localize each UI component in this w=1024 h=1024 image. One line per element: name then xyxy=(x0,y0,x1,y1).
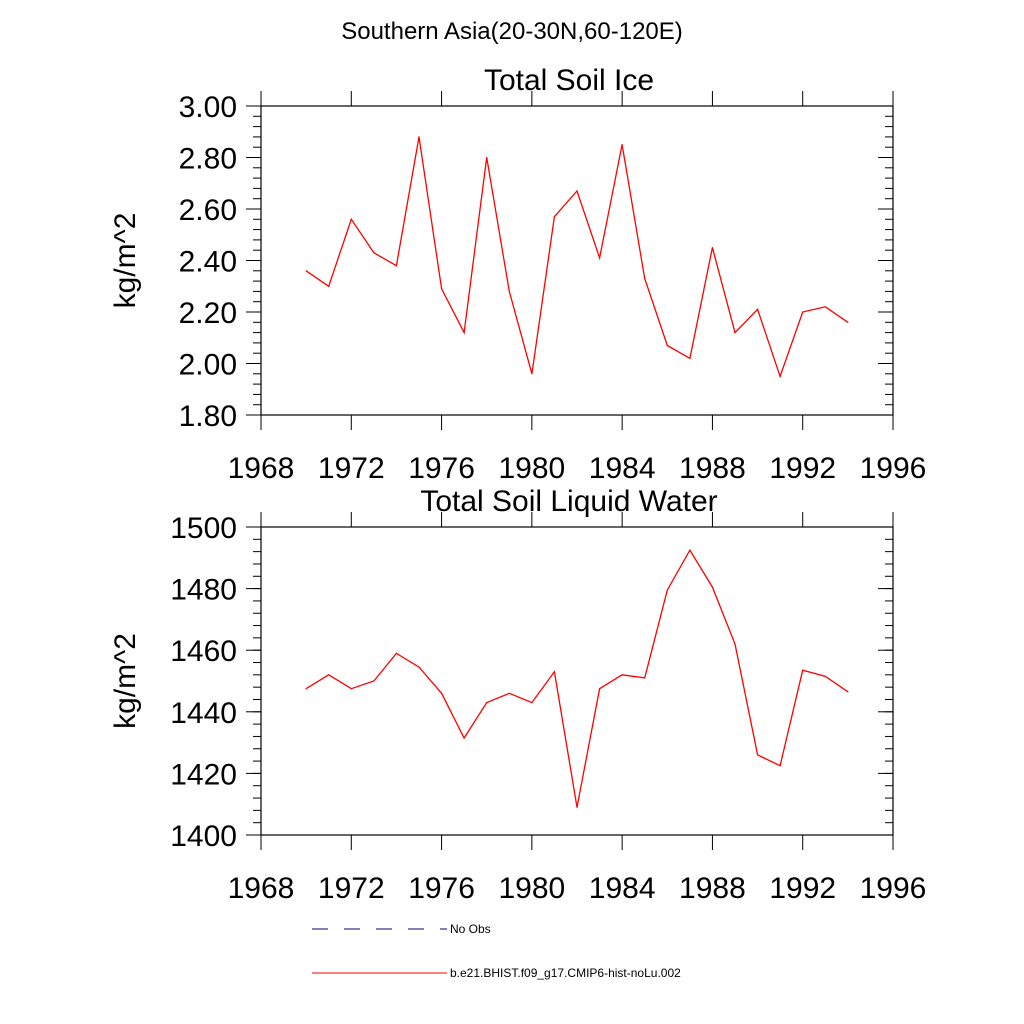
x-tick-label: 1972 xyxy=(318,872,385,905)
data-point xyxy=(847,691,849,693)
x-tick-label: 1980 xyxy=(498,452,565,485)
figure-suptitle: Southern Asia(20-30N,60-120E) xyxy=(341,18,683,45)
data-point xyxy=(441,692,443,694)
data-point xyxy=(531,373,533,375)
data-point xyxy=(328,285,330,287)
y-axis-label: kg/m^2 xyxy=(109,633,142,729)
data-point xyxy=(463,332,465,334)
y-tick-label: 2.80 xyxy=(179,143,237,176)
data-point xyxy=(486,702,488,704)
y-axis-label: kg/m^2 xyxy=(109,213,142,309)
legend-item: No Obs xyxy=(312,922,491,936)
x-tick-label: 1996 xyxy=(860,452,927,485)
data-point xyxy=(373,252,375,254)
x-tick-label: 1992 xyxy=(769,452,836,485)
data-point xyxy=(553,216,556,218)
chart-title: Total Soil Ice xyxy=(484,64,654,97)
y-tick-label: 1480 xyxy=(170,574,237,607)
data-point xyxy=(802,311,804,313)
y-tick-label: 2.40 xyxy=(179,246,237,279)
x-tick-label: 1984 xyxy=(589,452,656,485)
x-tick-label: 1988 xyxy=(679,872,746,905)
data-point xyxy=(711,586,714,588)
data-point xyxy=(734,332,736,334)
x-tick-label: 1968 xyxy=(228,452,295,485)
x-tick-label: 1968 xyxy=(228,872,295,905)
data-point xyxy=(305,688,307,690)
data-point xyxy=(666,589,668,591)
x-tick-label: 1976 xyxy=(408,872,475,905)
x-tick-label: 1980 xyxy=(498,872,565,905)
plot-frame xyxy=(260,105,894,416)
series-line xyxy=(305,548,849,808)
data-point xyxy=(666,344,668,347)
data-point xyxy=(779,375,781,377)
data-point xyxy=(508,692,510,694)
chart-title: Total Soil Liquid Water xyxy=(420,485,717,518)
series-line xyxy=(305,136,849,379)
data-point xyxy=(418,136,420,138)
plot-frame xyxy=(260,526,894,836)
data-point xyxy=(373,680,375,682)
data-point xyxy=(824,675,826,678)
data-point xyxy=(734,643,736,645)
data-point xyxy=(802,669,804,671)
data-point xyxy=(599,257,601,259)
data-point xyxy=(305,270,307,272)
data-point xyxy=(350,218,352,220)
legend: No Obs b.e21.BHIST.f09_g17.CMIP6-hist-noL… xyxy=(312,922,681,980)
data-point xyxy=(644,677,646,679)
legend-label: b.e21.BHIST.f09_g17.CMIP6-hist-noLu.002 xyxy=(450,966,681,980)
y-tick-label: 1420 xyxy=(170,758,237,791)
data-point xyxy=(328,674,330,676)
data-point xyxy=(599,688,601,690)
data-point xyxy=(441,288,443,290)
data-point xyxy=(553,671,556,673)
data-point xyxy=(689,549,691,551)
y-tick-label: 3.00 xyxy=(179,91,237,124)
chart-panel-2: Total Soil Liquid Water 1968 1972 1976 1980 1… xyxy=(109,485,926,905)
data-point xyxy=(847,321,849,323)
y-tick-label: 2.60 xyxy=(179,194,237,227)
data-point xyxy=(644,277,646,280)
y-tick-label: 2.00 xyxy=(179,349,237,382)
y-tick-label: 1400 xyxy=(170,820,237,853)
data-point xyxy=(418,666,420,668)
data-point xyxy=(621,674,623,676)
data-point xyxy=(463,737,465,739)
legend-label: No Obs xyxy=(450,922,491,936)
data-point xyxy=(711,247,714,249)
x-tick-label: 1976 xyxy=(408,452,475,485)
y-tick-label: 2.20 xyxy=(179,297,237,330)
y-tick-label: 1440 xyxy=(170,697,237,730)
chart-panel-1: Total Soil Ice 1968 1972 1976 1980 1984 1988 19… xyxy=(109,64,926,485)
data-point xyxy=(576,190,578,192)
data-point xyxy=(757,308,759,310)
data-point xyxy=(576,806,578,808)
x-tick-label: 1996 xyxy=(860,872,927,905)
data-point xyxy=(486,156,488,159)
y-tick-label: 1500 xyxy=(170,512,237,545)
data-point xyxy=(824,306,826,308)
data-point xyxy=(350,688,352,690)
data-point xyxy=(621,144,623,146)
data-point xyxy=(779,765,781,767)
x-tick-label: 1988 xyxy=(679,452,746,485)
data-point xyxy=(689,357,691,359)
legend-item: b.e21.BHIST.f09_g17.CMIP6-hist-noLu.002 xyxy=(312,966,681,980)
data-point xyxy=(757,754,759,756)
y-tick-label: 1460 xyxy=(170,635,237,668)
data-point xyxy=(508,290,510,292)
x-tick-label: 1992 xyxy=(769,872,836,905)
data-point xyxy=(531,702,533,704)
x-tick-label: 1984 xyxy=(589,872,656,905)
x-tick-label: 1972 xyxy=(318,452,385,485)
data-point xyxy=(395,652,397,654)
data-point xyxy=(395,265,397,267)
y-tick-label: 1.80 xyxy=(179,400,237,433)
